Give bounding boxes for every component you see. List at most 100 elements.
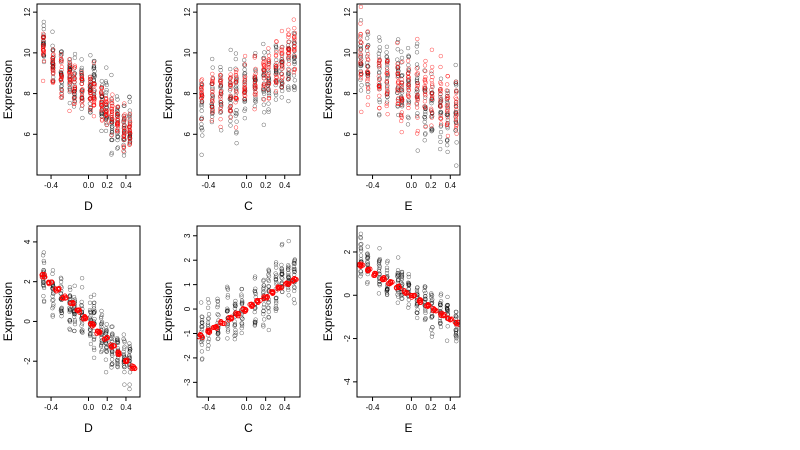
scatter-point-red bbox=[429, 123, 434, 128]
scatter-point-red bbox=[109, 133, 114, 138]
scatter-point-red bbox=[261, 62, 266, 67]
scatter-point-red bbox=[385, 89, 390, 94]
scatter-point-red bbox=[377, 57, 382, 62]
scatter-point-black bbox=[286, 293, 291, 298]
scatter-point-red bbox=[109, 98, 114, 104]
scatter-point-black bbox=[225, 284, 230, 289]
scatter-point-black bbox=[215, 298, 220, 304]
scatter-point-black bbox=[50, 29, 55, 34]
scatter-point-black bbox=[103, 331, 109, 336]
scatter-point-red bbox=[199, 92, 204, 97]
fit-point bbox=[411, 293, 417, 299]
scatter-point-black bbox=[50, 298, 55, 303]
plot-area bbox=[358, 4, 459, 168]
scatter-point-black bbox=[444, 304, 449, 309]
scatter-point-black bbox=[109, 152, 114, 157]
scatter-point-black bbox=[225, 293, 231, 298]
scatter-point-black bbox=[414, 287, 420, 293]
scatter-point-black bbox=[67, 285, 73, 290]
scatter-point-red bbox=[50, 58, 55, 63]
scatter-point-black bbox=[228, 123, 233, 128]
scatter-point-black bbox=[395, 104, 400, 109]
scatter-point-red bbox=[286, 55, 291, 61]
scatter-point-black bbox=[121, 351, 126, 357]
scatter-point-red bbox=[358, 51, 363, 57]
scatter-point-black bbox=[376, 291, 382, 296]
scatter-point-red bbox=[40, 52, 46, 57]
scatter-point-black bbox=[80, 327, 85, 333]
scatter-point-red bbox=[210, 89, 215, 95]
scatter-point-red bbox=[430, 93, 435, 99]
scatter-point-red bbox=[384, 84, 390, 90]
scatter-point-black bbox=[199, 357, 205, 362]
scatter-point-red bbox=[279, 45, 284, 50]
scatter-point-black bbox=[279, 243, 284, 248]
scatter-point-black bbox=[395, 47, 400, 52]
fit-point bbox=[254, 298, 260, 304]
scatter-point-red bbox=[67, 78, 73, 83]
y-axis-title: Expression bbox=[161, 282, 175, 341]
scatter-point-black bbox=[273, 276, 278, 282]
fit-point bbox=[242, 306, 248, 312]
scatter-point-black bbox=[385, 260, 390, 265]
fit-point bbox=[418, 297, 424, 303]
scatter-point-black bbox=[50, 268, 56, 273]
scatter-point-black bbox=[109, 72, 114, 78]
scatter-point-red bbox=[242, 89, 247, 94]
scatter-point-black bbox=[261, 102, 266, 107]
scatter-point-black bbox=[72, 283, 77, 288]
scatter-point-black bbox=[400, 296, 405, 301]
scatter-point-red bbox=[366, 86, 371, 91]
scatter-point-red bbox=[103, 101, 108, 106]
scatter-point-red bbox=[210, 108, 215, 113]
scatter-point-red bbox=[445, 93, 450, 99]
scatter-point-red bbox=[210, 76, 215, 81]
scatter-point-black bbox=[262, 317, 267, 322]
scatter-point-black bbox=[115, 364, 120, 369]
scatter-point-red bbox=[72, 85, 78, 90]
scatter-point-black bbox=[385, 83, 390, 88]
scatter-point-red bbox=[365, 45, 370, 50]
scatter-point-black bbox=[115, 134, 121, 139]
scatter-point-red bbox=[219, 103, 224, 108]
scatter-point-red bbox=[58, 78, 64, 83]
scatter-point-black bbox=[79, 67, 84, 73]
scatter-point-black bbox=[261, 72, 266, 78]
scatter-point-black bbox=[377, 45, 382, 50]
scatter-point-red bbox=[399, 98, 405, 103]
scatter-point-black bbox=[358, 235, 364, 241]
scatter-point-black bbox=[422, 114, 427, 120]
scatter-point-black bbox=[405, 280, 411, 285]
scatter-point-black bbox=[280, 289, 285, 294]
scatter-point-black bbox=[286, 267, 291, 272]
scatter-point-red bbox=[445, 109, 450, 114]
scatter-point-red bbox=[99, 103, 104, 108]
fit-point bbox=[264, 294, 270, 300]
scatter-point-black bbox=[422, 288, 427, 293]
scatter-point-red bbox=[395, 98, 401, 104]
scatter-point-red bbox=[252, 53, 257, 59]
scatter-point-red bbox=[377, 64, 382, 69]
scatter-point-red bbox=[110, 92, 115, 97]
scatter-point-black bbox=[88, 110, 93, 115]
scatter-point-red bbox=[41, 43, 47, 48]
scatter-point-red bbox=[50, 78, 55, 83]
scatter-point-black bbox=[122, 344, 127, 349]
scatter-point-red bbox=[261, 76, 267, 81]
scatter-point-black bbox=[438, 302, 443, 307]
scatter-point-red bbox=[72, 65, 77, 70]
scatter-point-black bbox=[377, 246, 382, 251]
x-axis-title: C bbox=[244, 199, 253, 213]
scatter-point-black bbox=[266, 272, 271, 277]
scatter-point-red bbox=[430, 83, 435, 88]
scatter-point-black bbox=[122, 369, 127, 375]
scatter-point-black bbox=[215, 312, 220, 317]
fit-point bbox=[447, 316, 453, 323]
fit-point bbox=[431, 306, 437, 313]
plot-area bbox=[199, 17, 297, 157]
scatter-point-black bbox=[385, 91, 390, 97]
scatter-point-red bbox=[59, 67, 64, 73]
scatter-point-red bbox=[114, 129, 120, 134]
scatter-point-black bbox=[438, 291, 444, 296]
scatter-point-black bbox=[88, 341, 94, 347]
